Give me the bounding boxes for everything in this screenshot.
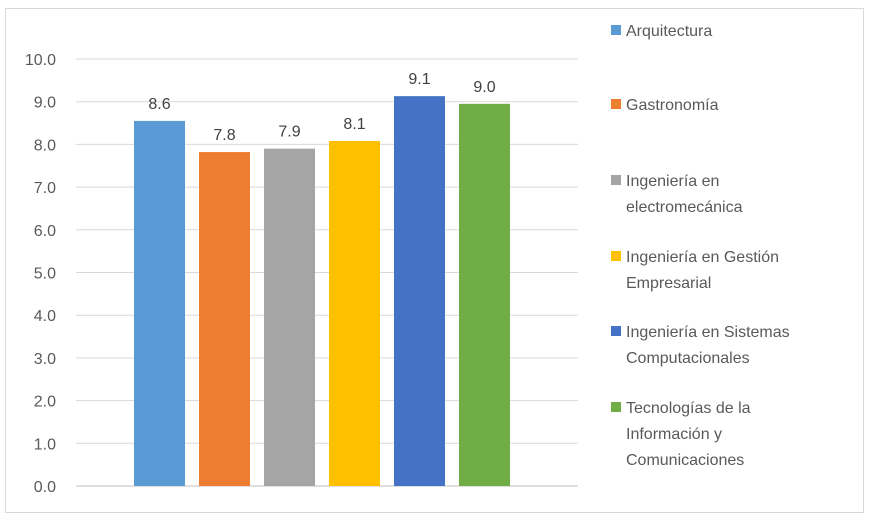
bar-2 (199, 152, 250, 486)
y-tick-label: 7.0 (34, 180, 56, 197)
legend-swatch (611, 175, 621, 185)
data-label: 8.1 (343, 116, 365, 133)
y-tick-label: 1.0 (34, 436, 56, 453)
legend-swatch (611, 251, 621, 261)
y-tick-label: 9.0 (34, 95, 56, 112)
bar-1 (134, 120, 185, 486)
legend-swatch (611, 402, 621, 412)
legend-swatch (611, 99, 621, 109)
legend-label: Información y (626, 426, 722, 443)
y-tick-label: 6.0 (34, 223, 56, 240)
bar-6 (459, 103, 510, 487)
data-label: 7.9 (278, 124, 300, 141)
legend-swatch (611, 25, 621, 35)
legend-swatch (611, 326, 621, 336)
legend-label: Arquitectura (626, 23, 712, 40)
legend-label: Tecnologías de la (626, 400, 751, 417)
legend-label: Gastronomía (626, 97, 719, 114)
y-tick-label: 10.0 (25, 52, 56, 69)
data-label: 9.1 (408, 71, 430, 88)
bar-5 (394, 96, 445, 487)
y-tick-label: 0.0 (34, 479, 56, 496)
y-tick-label: 3.0 (34, 351, 56, 368)
legend-label: Ingeniería en Sistemas (626, 324, 790, 341)
y-tick-label: 4.0 (34, 308, 56, 325)
y-tick-label: 8.0 (34, 137, 56, 154)
legend-label: Comunicaciones (626, 452, 744, 469)
data-label: 7.8 (213, 127, 235, 144)
y-tick-label: 5.0 (34, 266, 56, 283)
legend-label: Empresarial (626, 275, 711, 292)
legend-label: electromecánica (626, 199, 743, 216)
bar-3 (264, 148, 315, 487)
bar-4 (329, 140, 380, 486)
legend-label: Ingeniería en Gestión (626, 249, 779, 266)
y-tick-label: 2.0 (34, 394, 56, 411)
data-label: 8.6 (148, 96, 170, 113)
legend-label: Computacionales (626, 350, 750, 367)
legend-label: Ingeniería en (626, 173, 719, 190)
data-label: 9.0 (473, 79, 495, 96)
